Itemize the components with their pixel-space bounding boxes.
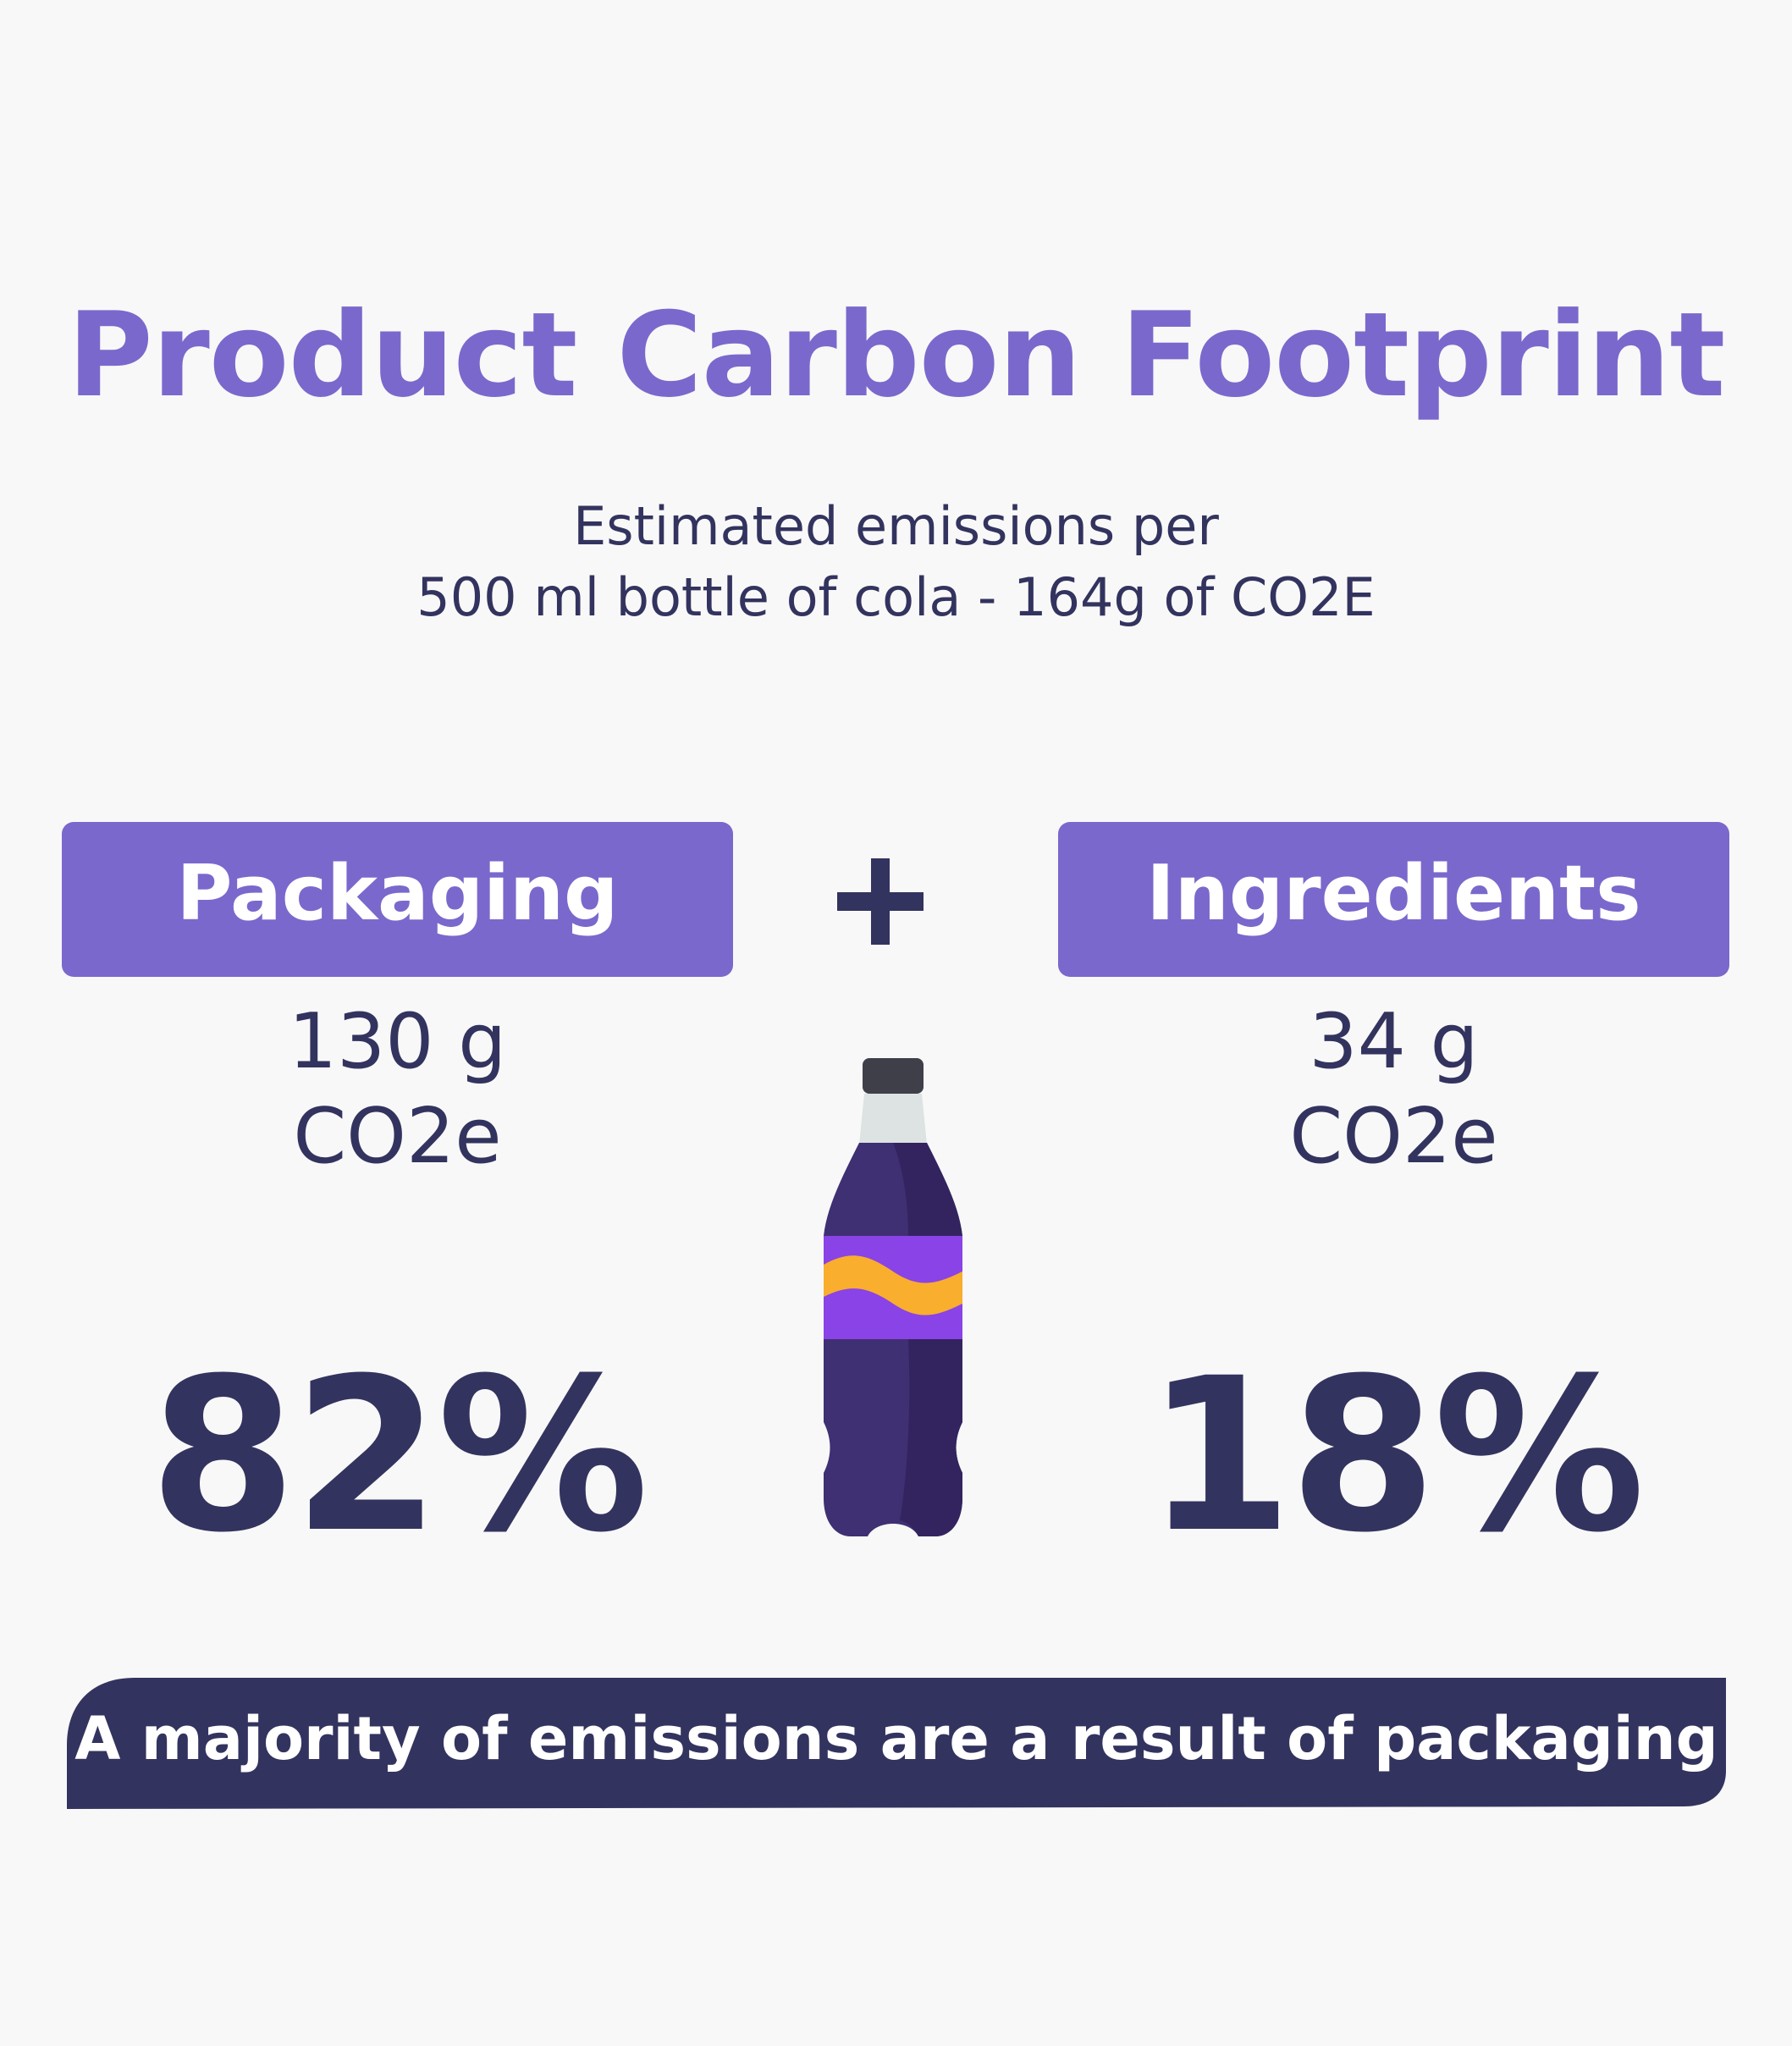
packaging-label: Packaging	[62, 822, 733, 977]
packaging-percent: 82%	[149, 1332, 648, 1579]
packaging-amount-unit: CO2e	[293, 1092, 502, 1181]
page-title: Product Carbon Footprint	[67, 287, 1726, 423]
ingredients-amount: 34 g CO2e	[1058, 995, 1729, 1184]
subtitle-line-1: Estimated emissions per	[573, 495, 1219, 557]
cola-bottle-icon	[824, 1058, 962, 1536]
subtitle: Estimated emissions per 500 ml bottle of…	[0, 491, 1792, 633]
summary-banner	[67, 1678, 1726, 1809]
ingredients-label: Ingredients	[1058, 822, 1729, 977]
ingredients-amount-value: 34 g	[1309, 997, 1479, 1086]
packaging-amount: 130 g CO2e	[62, 995, 733, 1184]
ingredients-amount-unit: CO2e	[1289, 1092, 1498, 1181]
summary-text: A majority of emissions are a result of …	[74, 1704, 1718, 1773]
plus-icon	[837, 858, 924, 945]
subtitle-line-2: 500 ml bottle of cola - 164g of CO2E	[416, 566, 1376, 628]
ingredients-percent: 18%	[1145, 1332, 1645, 1579]
packaging-amount-value: 130 g	[288, 997, 507, 1086]
